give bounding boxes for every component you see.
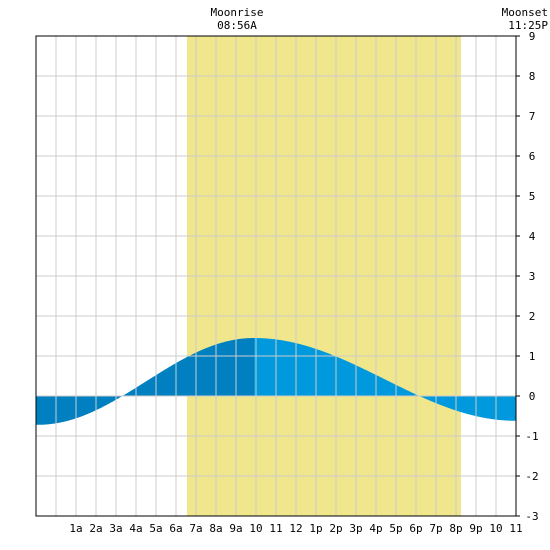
x-tick-label: 3p (349, 522, 362, 535)
y-tick-label: -2 (525, 470, 538, 483)
x-tick-label: 3a (109, 522, 122, 535)
x-tick-label: 4p (369, 522, 382, 535)
x-tick-label: 11 (509, 522, 522, 535)
tide-area-falling (254, 338, 516, 421)
x-tick-label: 9p (469, 522, 482, 535)
x-tick-label: 4a (129, 522, 142, 535)
x-tick-label: 5a (149, 522, 162, 535)
y-tick-label: 6 (529, 150, 536, 163)
y-tick-label: -3 (525, 510, 538, 523)
y-tick-label: 9 (529, 30, 536, 43)
x-tick-label: 11 (269, 522, 282, 535)
x-tick-label: 9a (229, 522, 242, 535)
moonrise-time: 08:56A (217, 19, 257, 32)
moonset-time: 11:25P (508, 19, 548, 32)
y-tick-label: 1 (529, 350, 536, 363)
tide-area-rising (36, 338, 254, 425)
x-tick-label: 6p (409, 522, 422, 535)
x-tick-label: 8p (449, 522, 462, 535)
moonset-label: Moonset (502, 6, 548, 19)
x-tick-label: 7p (429, 522, 442, 535)
x-tick-label: 7a (189, 522, 202, 535)
x-tick-label: 12 (289, 522, 302, 535)
moonrise-label: Moonrise (211, 6, 264, 19)
y-tick-label: 4 (529, 230, 536, 243)
x-tick-label: 2a (89, 522, 102, 535)
x-tick-label: 10 (489, 522, 502, 535)
y-tick-label: 7 (529, 110, 536, 123)
x-tick-label: 2p (329, 522, 342, 535)
y-tick-label: 3 (529, 270, 536, 283)
x-tick-label: 6a (169, 522, 182, 535)
x-tick-label: 10 (249, 522, 262, 535)
x-tick-label: 1p (309, 522, 322, 535)
x-tick-label: 1a (69, 522, 82, 535)
y-tick-label: 8 (529, 70, 536, 83)
y-tick-label: 5 (529, 190, 536, 203)
y-tick-label: 0 (529, 390, 536, 403)
x-tick-label: 8a (209, 522, 222, 535)
y-tick-label: -1 (525, 430, 538, 443)
y-tick-label: 2 (529, 310, 536, 323)
x-tick-label: 5p (389, 522, 402, 535)
